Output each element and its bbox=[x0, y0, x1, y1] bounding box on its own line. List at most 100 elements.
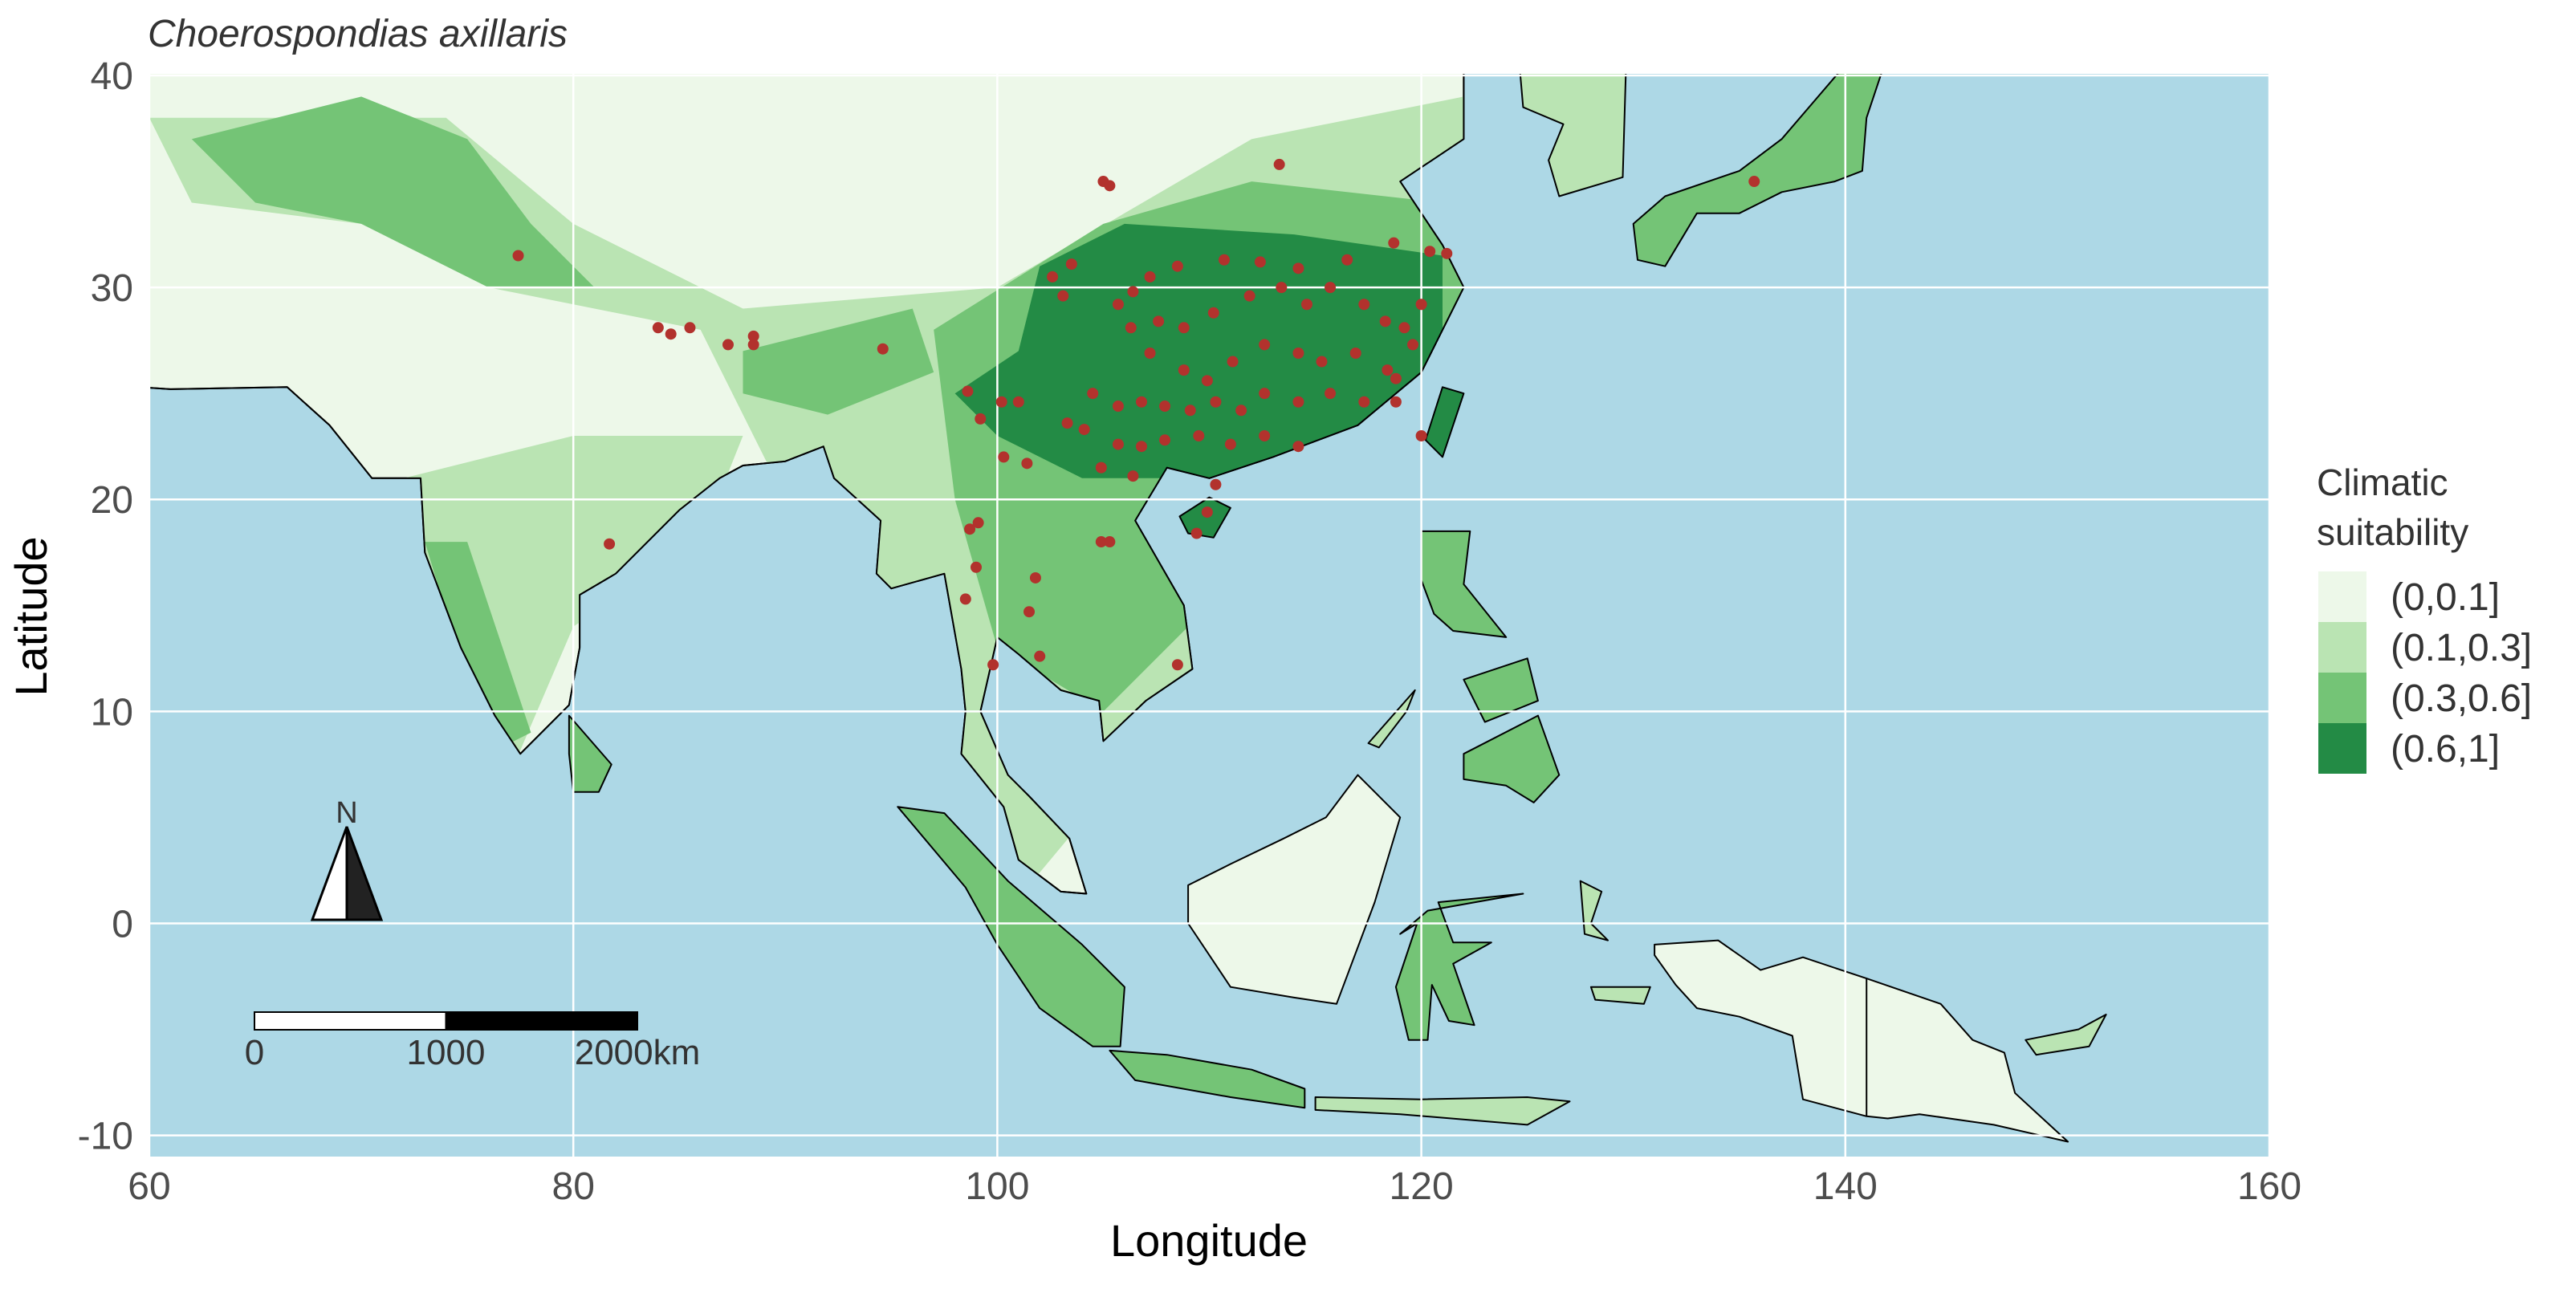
occurrence-point bbox=[1021, 457, 1033, 470]
new-britain bbox=[2025, 1014, 2107, 1056]
mainland-outline bbox=[149, 74, 1465, 895]
occurrence-point bbox=[959, 593, 971, 605]
x-tick-label: 140 bbox=[1813, 1165, 1878, 1208]
occurrence-point bbox=[1144, 270, 1156, 283]
occurrence-point bbox=[1235, 405, 1247, 417]
occurrence-point bbox=[1034, 650, 1046, 662]
sri-lanka bbox=[568, 714, 612, 793]
occurrence-point bbox=[1388, 237, 1400, 249]
occurrence-point bbox=[1193, 430, 1205, 441]
korea bbox=[1519, 74, 1627, 197]
occurrence-point bbox=[1153, 315, 1165, 327]
occurrence-point bbox=[1201, 506, 1213, 518]
occurrence-point bbox=[962, 385, 974, 397]
occurrence-point bbox=[1104, 536, 1116, 548]
seram bbox=[1589, 986, 1651, 1005]
occurrence-point bbox=[1390, 396, 1402, 408]
occurrence-point bbox=[1259, 430, 1271, 441]
x-axis-title: Longitude bbox=[1110, 1215, 1308, 1266]
visayas bbox=[1463, 657, 1539, 723]
occurrence-point bbox=[512, 250, 524, 262]
occurrence-point bbox=[1341, 254, 1353, 266]
occurrence-point bbox=[1135, 441, 1147, 453]
x-tick-label: 120 bbox=[1390, 1165, 1454, 1208]
occurrence-point bbox=[1254, 256, 1266, 268]
y-tick-label: 40 bbox=[91, 55, 133, 98]
occurrence-point bbox=[1104, 180, 1116, 192]
occurrence-point bbox=[1012, 396, 1024, 408]
x-tick-label: 80 bbox=[552, 1165, 595, 1208]
legend: Climatic suitability (0,0.1] (0.1,0.3] (0.… bbox=[2317, 462, 2532, 774]
occurrence-point bbox=[1382, 364, 1394, 376]
occurrence-point bbox=[1424, 246, 1436, 258]
scale-bar-segment bbox=[445, 1011, 638, 1031]
occurrence-point bbox=[1112, 438, 1124, 450]
occurrence-point bbox=[747, 330, 759, 342]
occurrence-point bbox=[1292, 262, 1304, 274]
occurrence-point bbox=[877, 343, 889, 355]
grid bbox=[148, 74, 2271, 1157]
occurrence-point bbox=[1125, 322, 1137, 334]
java bbox=[1109, 1049, 1306, 1109]
occurrence-point bbox=[1047, 270, 1059, 283]
halmahera bbox=[1579, 880, 1609, 941]
occurrence-point bbox=[995, 396, 1007, 408]
occurrence-point bbox=[1259, 339, 1271, 351]
occurrence-point bbox=[1379, 315, 1391, 327]
occurrence-point bbox=[1398, 322, 1410, 334]
suitability-zone bbox=[425, 542, 531, 754]
legend-swatch bbox=[2318, 673, 2366, 723]
lesser-sunda bbox=[1314, 1096, 1571, 1126]
occurrence-point bbox=[1144, 347, 1156, 359]
occurrence-point bbox=[1325, 388, 1337, 400]
occurrence-point bbox=[1178, 364, 1190, 376]
north-arrow: N bbox=[310, 796, 384, 921]
occurrence-point bbox=[1292, 441, 1304, 453]
occurrence-point bbox=[1159, 401, 1171, 413]
occurrence-point bbox=[1171, 260, 1183, 272]
occurrence-point bbox=[747, 339, 759, 351]
sulawesi bbox=[1394, 893, 1524, 1041]
scale-bar-label: 1000 bbox=[407, 1033, 486, 1072]
occurrence-point bbox=[665, 328, 677, 340]
occurrence-point bbox=[1057, 290, 1069, 302]
mindanao bbox=[1463, 714, 1561, 803]
occurrence-point bbox=[987, 659, 999, 671]
y-tick-label: 20 bbox=[91, 479, 133, 522]
occurrence-point bbox=[1023, 606, 1036, 618]
occurrence-point bbox=[1218, 254, 1230, 266]
occurrence-point bbox=[1273, 158, 1285, 170]
occurrence-point bbox=[1087, 388, 1099, 400]
y-tick-label: 30 bbox=[91, 267, 133, 310]
x-tick-label: 100 bbox=[965, 1165, 1029, 1208]
occurrence-point bbox=[1078, 424, 1090, 436]
scale-bar-segment bbox=[254, 1011, 447, 1031]
occurrence-point bbox=[1325, 282, 1337, 294]
occurrence-point bbox=[1159, 434, 1171, 446]
borneo bbox=[1187, 774, 1402, 1005]
y-tick-label: -10 bbox=[78, 1116, 133, 1158]
occurrence-point bbox=[1210, 396, 1222, 408]
occurrence-point bbox=[1112, 401, 1124, 413]
occurrence-point bbox=[975, 413, 987, 425]
legend-label: (0.1,0.3] bbox=[2391, 627, 2532, 669]
occurrence-point bbox=[1415, 299, 1427, 311]
occurrence-point bbox=[1407, 339, 1419, 351]
occurrence-point bbox=[1300, 299, 1312, 311]
y-tick-label: 10 bbox=[91, 691, 133, 734]
occurrence-point bbox=[1227, 356, 1239, 368]
occurrence-point bbox=[1061, 417, 1073, 429]
y-tick-label: 0 bbox=[112, 903, 133, 945]
occurrence-point bbox=[684, 322, 696, 334]
legend-label: (0.6,1] bbox=[2391, 728, 2500, 771]
legend-title: Climatic suitability bbox=[2317, 462, 2468, 553]
suitability-zone bbox=[743, 308, 934, 415]
north-label: N bbox=[336, 796, 357, 830]
occurrence-point bbox=[1748, 176, 1760, 188]
occurrence-point bbox=[1276, 282, 1288, 294]
occurrence-point bbox=[1095, 462, 1107, 474]
legend-label: (0.3,0.6] bbox=[2391, 677, 2532, 720]
suitability-zone bbox=[191, 96, 595, 288]
legend-swatch bbox=[2318, 723, 2366, 774]
